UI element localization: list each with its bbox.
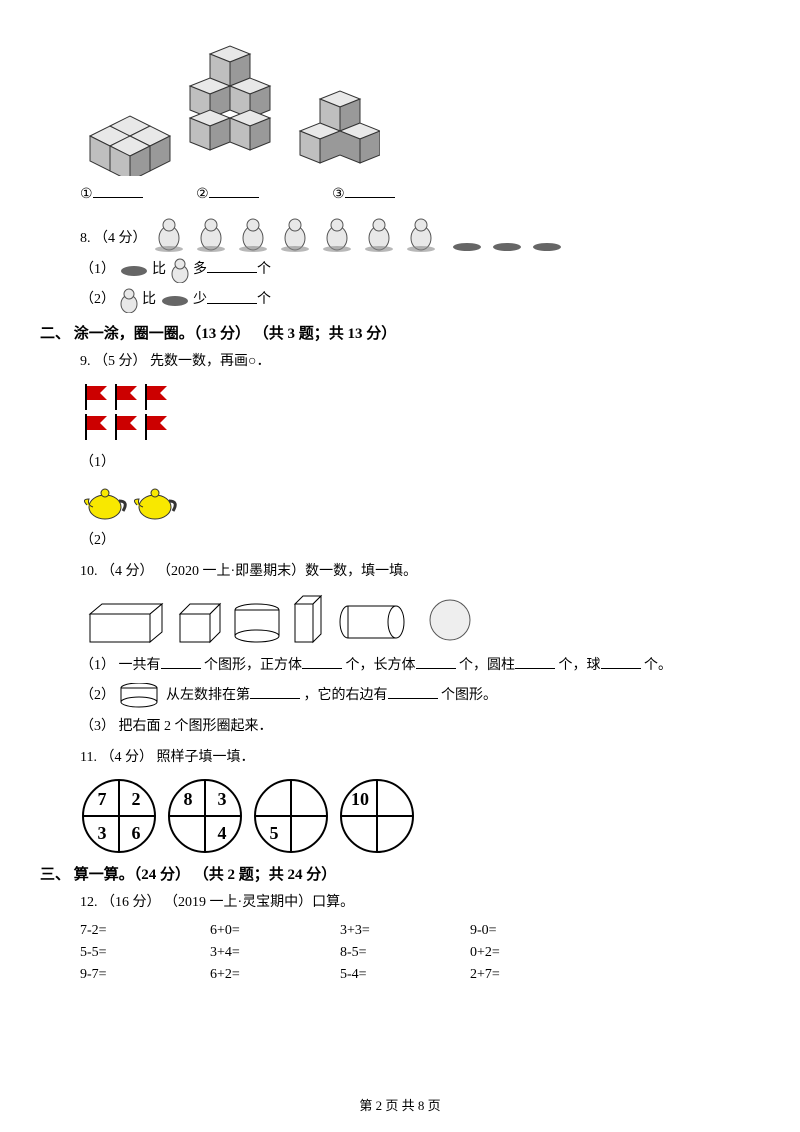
section3-title: 三、 算一算。（24 分） （共 2 题；共 24 分） [40,863,720,884]
svg-text:7: 7 [98,789,107,809]
calc-cell: 2+7= [470,967,540,983]
svg-text:8: 8 [184,789,193,809]
q8-sub2-suf2: 个 [257,293,271,308]
q8-sub2-mid: 比 [142,293,156,308]
q8-sub1-suf1: 多 [193,262,207,277]
q8-sub1-pre: （1） [80,262,115,277]
q7-cubes-figure [80,36,720,176]
q10-sub1-b: 个图形，正方体 [204,658,302,673]
q8-sub2: （2） 比 少 个 [80,287,720,314]
q9-text: 9. （5 分） 先数一数，再画○． [80,349,720,376]
shadow-icon [119,261,149,279]
q9-sub1-figure [80,382,720,444]
svg-text:3: 3 [218,789,227,809]
q8-sub1-suf2: 个 [257,262,271,277]
svg-text:5: 5 [270,823,279,843]
svg-text:4: 4 [218,823,227,843]
calc-cell: 5-4= [340,967,410,983]
calc-cell: 3+4= [210,945,280,961]
pear-icon [170,257,190,283]
svg-text:6: 6 [132,823,141,843]
calc-row: 7-2= 6+0= 3+3= 9-0= [80,923,720,939]
q9-sub1: （1） [80,450,720,477]
pear-icon [119,287,139,313]
calc-cell: 8-5= [340,945,410,961]
q8-prefix: 8. （4 分） [80,226,147,253]
q10-sub3: （3） 把右面 2 个图形圈起来． [80,714,720,741]
q8-sub2-pre: （2） [80,293,115,308]
shadow-icon [160,291,190,309]
shapes-svg [80,592,550,647]
q8-row: 8. （4 分） [80,213,720,253]
calc-cell: 0+2= [470,945,540,961]
q11-circles: 7 2 3 6 8 3 4 5 10 [80,777,720,855]
q10-sub1-e: 个，球 [559,658,601,673]
calc-row: 9-7= 6+2= 5-4= 2+7= [80,967,720,983]
cylinder-icon [119,683,163,709]
calc-cell: 6+2= [210,967,280,983]
q7-blanks: ① ② ③ [80,182,720,209]
q8-sub1-mid: 比 [152,262,166,277]
q7-label-1: ① [80,187,93,202]
q9-sub2-figure [80,482,720,522]
cubes-svg [80,36,380,176]
q10-sub2-b: 从左数排在第 [166,688,250,703]
number-circle: 5 [252,777,330,855]
q10-sub2-a: （2） [80,688,115,703]
q10-sub2-c: ，它的右边有 [304,688,388,703]
svg-text:2: 2 [132,789,141,809]
number-circle: 7 2 3 6 [80,777,158,855]
q8-sub1: （1） 比 多 个 [80,257,720,284]
calc-cell: 9-0= [470,923,540,939]
pears-shadows-svg [147,213,587,253]
q10-shapes-figure [80,592,720,647]
calc-cell: 6+0= [210,923,280,939]
q10-sub1: （1） 一共有 个图形，正方体 个，长方体 个，圆柱 个，球 个。 [80,653,720,680]
q10-sub1-f: 个。 [644,658,672,673]
q12-text: 12. （16 分） （2019 一上·灵宝期中）口算。 [80,890,720,917]
q12-calc: 7-2= 6+0= 3+3= 9-0= 5-5= 3+4= 8-5= 0+2= 9-7= 6+2=… [80,923,720,983]
teapots-svg [80,482,190,522]
q10-sub1-d: 个，圆柱 [459,658,515,673]
svg-text:3: 3 [98,823,107,843]
q7-label-2: ② [196,187,209,202]
page-footer: 第 2 页 共 8 页 [0,1095,800,1114]
calc-cell: 9-7= [80,967,150,983]
number-circle: 8 3 4 [166,777,244,855]
q10-sub2-d: 个图形。 [441,688,497,703]
calc-row: 5-5= 3+4= 8-5= 0+2= [80,945,720,961]
q10-sub1-a: （1） 一共有 [80,658,161,673]
q10-sub2: （2） 从左数排在第 ，它的右边有 个图形。 [80,683,720,710]
svg-text:10: 10 [351,789,369,809]
calc-cell: 5-5= [80,945,150,961]
q9-sub2: （2） [80,528,720,555]
q11-text: 11. （4 分） 照样子填一填． [80,745,720,772]
q7-label-3: ③ [332,187,345,202]
calc-cell: 3+3= [340,923,410,939]
q10-sub1-c: 个，长方体 [346,658,416,673]
flags-svg [80,382,190,444]
section2-title: 二、 涂一涂，圈一圈。（13 分） （共 3 题；共 13 分） [40,322,720,343]
q10-text: 10. （4 分） （2020 一上·即墨期末）数一数，填一填。 [80,559,720,586]
number-circle: 10 [338,777,416,855]
q8-sub2-suf1: 少 [193,293,207,308]
calc-cell: 7-2= [80,923,150,939]
